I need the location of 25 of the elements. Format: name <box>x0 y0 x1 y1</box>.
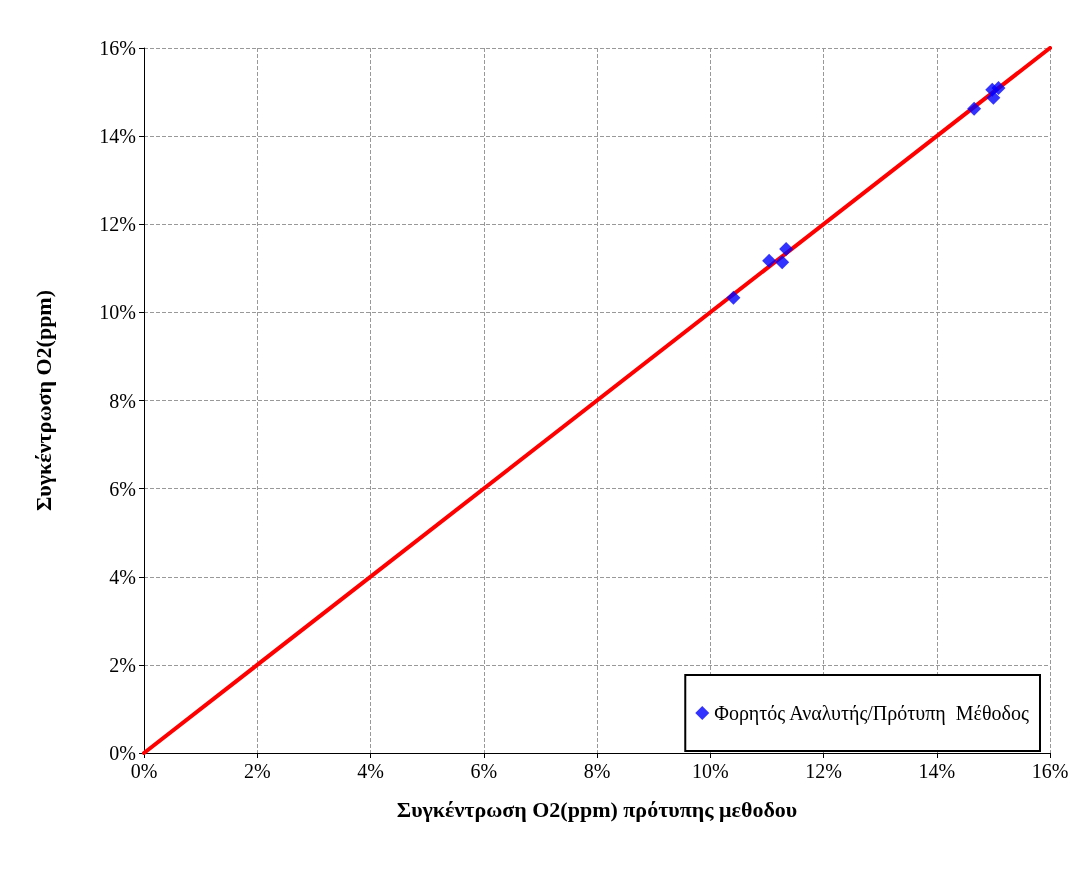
y-tick-label: 6% <box>109 477 136 500</box>
legend-label: Φορητός Αναλυτής/Πρότυπη Μέθοδος <box>714 702 1029 725</box>
y-tick-label: 12% <box>99 213 136 236</box>
x-tick-label: 6% <box>470 760 498 782</box>
point <box>991 81 1006 96</box>
point <box>779 241 794 256</box>
x-tick-label: 8% <box>583 760 611 782</box>
x-tick-label: 2% <box>243 760 271 782</box>
x-tick-label: 4% <box>357 760 384 782</box>
x-tick-label: 12% <box>805 760 842 782</box>
x-tick-label: 16% <box>1031 760 1069 782</box>
point <box>726 290 741 305</box>
point <box>775 255 790 270</box>
x-tick-label: 14% <box>918 760 956 782</box>
point <box>967 101 982 116</box>
y-tick-label: 16% <box>99 37 136 59</box>
y-tick-label: 8% <box>109 389 136 412</box>
point <box>762 253 777 268</box>
y-tick-label: 4% <box>109 565 136 588</box>
y-axis-title: Συγκέντρωση O2(ppm) <box>30 289 56 512</box>
x-axis-title: Συγκέντρωση O2(ppm) πρότυπης μεθοδου <box>396 796 798 822</box>
x-tick-label: 10% <box>691 760 729 782</box>
y-tick-label: 14% <box>99 125 136 148</box>
y-tick-label: 10% <box>99 301 136 324</box>
y-tick-label: 2% <box>109 653 136 676</box>
